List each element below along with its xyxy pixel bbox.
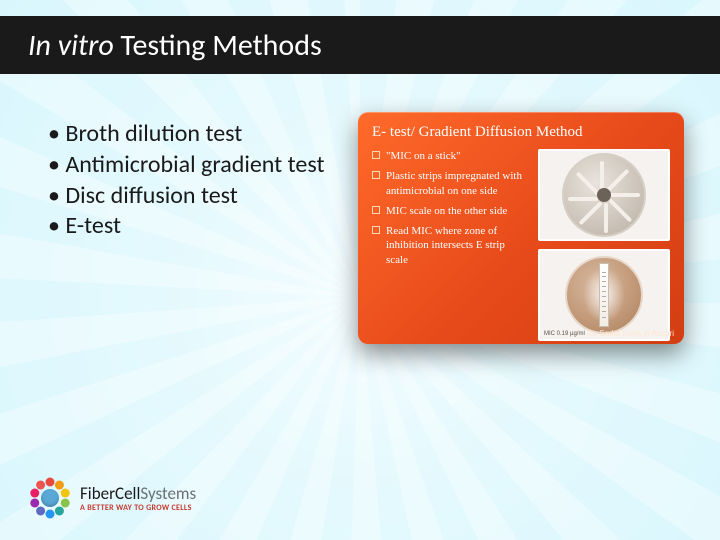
- ray: [610, 193, 640, 197]
- petri-dish-image-2: MIC 0.19 µg/ml: [538, 249, 670, 341]
- card-item: Read MIC where zone of inhibition inters…: [372, 224, 528, 267]
- logo-tagline: A BETTER WAY TO GROW CELLS: [80, 504, 196, 512]
- page-title: In vitro Testing Methods: [28, 27, 322, 64]
- logo-dot: [46, 478, 55, 487]
- bullet-square-icon: [372, 206, 380, 214]
- logo-dot: [30, 498, 39, 507]
- bullet-square-icon: [372, 226, 380, 234]
- list-item: Disc diffusion test: [48, 182, 328, 211]
- ray: [568, 197, 598, 201]
- dish: [562, 153, 646, 237]
- dish-center: [597, 188, 611, 202]
- etest-card: E- test/ Gradient Diffusion Method "MIC …: [358, 112, 684, 344]
- ray: [579, 201, 603, 225]
- logo-dot: [30, 489, 39, 498]
- logo-dot: [36, 481, 45, 490]
- logo-center: [41, 489, 59, 507]
- logo-brand-light: Systems: [140, 483, 196, 504]
- logo-mark-icon: [30, 478, 70, 518]
- petri-dish-image-1: [538, 149, 670, 241]
- dish: [565, 256, 643, 334]
- card-item: "MIC on a stick": [372, 149, 528, 163]
- card-images: MIC 0.19 µg/ml: [538, 149, 670, 341]
- card-item-text: "MIC on a stick": [386, 149, 461, 163]
- ray: [576, 172, 600, 196]
- logo-brand: FiberCellSystems: [80, 485, 196, 502]
- bullet-square-icon: [372, 171, 380, 179]
- ray: [600, 161, 604, 191]
- image-credit: Dr Sadaf Kona in Ansari: [589, 329, 674, 338]
- logo-brand-bold: FiberCell: [80, 483, 140, 504]
- card-item-text: MIC scale on the other side: [386, 204, 507, 218]
- logo-dot: [46, 510, 55, 519]
- card-item: MIC scale on the other side: [372, 204, 528, 218]
- card-item-text: Plastic strips impregnated with antimicr…: [386, 169, 528, 198]
- title-italic: In vitro: [28, 27, 114, 64]
- card-body: "MIC on a stick" Plastic strips impregna…: [372, 149, 670, 341]
- ray: [604, 203, 608, 233]
- e-strip: [599, 263, 609, 327]
- logo-dot: [61, 498, 70, 507]
- ray: [608, 198, 632, 222]
- card-item: Plastic strips impregnated with antimicr…: [372, 169, 528, 198]
- header-bar: In vitro Testing Methods: [0, 16, 720, 74]
- card-list: "MIC on a stick" Plastic strips impregna…: [372, 149, 528, 341]
- list-item: Broth dilution test: [48, 120, 328, 149]
- list-item: E-test: [48, 212, 328, 241]
- footer-logo: FiberCellSystems A BETTER WAY TO GROW CE…: [30, 478, 196, 518]
- mic-label: MIC 0.19 µg/ml: [544, 331, 585, 337]
- card-item-text: Read MIC where zone of inhibition inters…: [386, 224, 528, 267]
- title-rest: Testing Methods: [114, 27, 322, 64]
- card-title: E- test/ Gradient Diffusion Method: [372, 124, 670, 141]
- logo-dot: [36, 506, 45, 515]
- logo-dot: [61, 489, 70, 498]
- logo-dot: [55, 506, 64, 515]
- list-item: Antimicrobial gradient test: [48, 151, 328, 180]
- bullet-square-icon: [372, 151, 380, 159]
- logo-text: FiberCellSystems A BETTER WAY TO GROW CE…: [80, 485, 196, 512]
- strip-ticks: [602, 276, 606, 314]
- bullet-list: Broth dilution test Antimicrobial gradie…: [48, 120, 328, 243]
